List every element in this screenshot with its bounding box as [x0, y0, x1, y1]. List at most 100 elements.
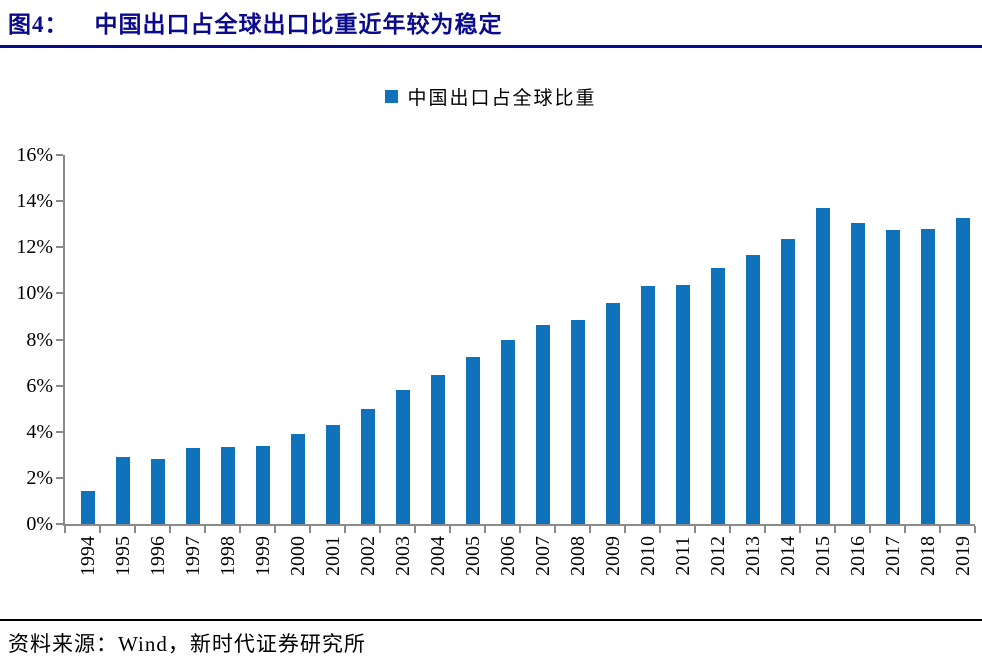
x-tick-cell: 1998: [205, 534, 240, 596]
x-tick-label-2007: 2007: [532, 536, 554, 576]
x-tick-cell: 2016: [835, 534, 870, 596]
x-tick-label-2000: 2000: [287, 536, 309, 576]
bar-2012: [711, 268, 725, 524]
bar-2006: [501, 339, 515, 524]
bar-cell: [625, 155, 660, 524]
bar-cell: [835, 155, 870, 524]
bar-cell: [695, 155, 730, 524]
y-tick-label: 16%: [16, 144, 53, 166]
x-tick-label-1996: 1996: [147, 536, 169, 576]
y-axis-tick: [56, 476, 63, 479]
x-tick-cell: 2012: [695, 534, 730, 596]
y-tick-label: 8%: [26, 328, 53, 351]
x-axis-tick: [64, 526, 66, 533]
x-axis-tick: [869, 526, 871, 533]
legend-label: 中国出口占全球比重: [407, 87, 597, 109]
bar-cell: [905, 155, 940, 524]
figure-title: 图4： 中国出口占全球出口比重近年较为稳定: [8, 5, 503, 39]
bar-cell: [100, 155, 135, 524]
y-tick-label: 6%: [26, 374, 53, 397]
x-tick-cell: 2006: [485, 534, 520, 596]
x-tick-cell: 2001: [310, 534, 345, 596]
x-axis-tick: [274, 526, 276, 533]
bar-1999: [256, 445, 270, 524]
bar-cell: [590, 155, 625, 524]
x-tick-cell: 2017: [870, 534, 905, 596]
x-tick-cell: 2019: [940, 534, 975, 596]
x-tick-label-2004: 2004: [427, 536, 449, 576]
x-tick-cell: 2011: [660, 534, 695, 596]
bar-1995: [116, 457, 130, 524]
y-axis-tick: [56, 292, 63, 295]
bar-2002: [361, 408, 375, 524]
source-note: 资料来源：Wind，新时代证券研究所: [8, 632, 366, 656]
y-tick-label: 12%: [16, 236, 53, 259]
x-tick-label-2010: 2010: [637, 536, 659, 576]
x-axis-tick: [519, 526, 521, 533]
y-axis-tick: [56, 200, 63, 203]
bar-2003: [396, 390, 410, 524]
x-axis-tick: [169, 526, 171, 533]
x-tick-cell: 2000: [275, 534, 310, 596]
bar-cell: [345, 155, 380, 524]
x-tick-cell: 2010: [625, 534, 660, 596]
x-axis-tick: [764, 526, 766, 533]
bar-2013: [746, 255, 760, 524]
bar-cell: [310, 155, 345, 524]
x-tick-label-2003: 2003: [392, 536, 414, 576]
x-axis-tick: [623, 526, 626, 533]
x-tick-label-2013: 2013: [742, 536, 764, 576]
bar-cell: [65, 155, 100, 524]
x-axis-tick: [974, 526, 976, 533]
x-tick-cell: 2009: [590, 534, 625, 596]
x-tick-label-2016: 2016: [847, 536, 869, 576]
footer-divider: [0, 619, 982, 621]
x-axis-tick: [343, 526, 346, 533]
y-tick-label: 0%: [26, 513, 53, 535]
y-tick-label: 10%: [16, 282, 53, 305]
x-tick-cell: 2004: [415, 534, 450, 596]
bar-cell: [940, 155, 975, 524]
bar-2010: [641, 286, 655, 524]
x-tick-cell: 1994: [65, 534, 100, 596]
x-tick-cell: 2007: [520, 534, 555, 596]
chart-legend: 中国出口占全球比重: [0, 86, 982, 109]
x-tick-cell: 2013: [730, 534, 765, 596]
x-tick-label-2018: 2018: [917, 536, 939, 576]
x-tick-cell: 1999: [240, 534, 275, 596]
bar-2019: [956, 218, 970, 524]
x-tick-label-2014: 2014: [777, 536, 799, 576]
x-tick-label-2015: 2015: [812, 536, 834, 576]
y-axis-tick: [56, 430, 63, 433]
bar-cell: [415, 155, 450, 524]
y-axis-tick: [56, 384, 63, 387]
y-axis-tick: [56, 246, 63, 249]
x-axis-tick: [414, 526, 416, 533]
x-axis-tick: [693, 526, 696, 533]
x-axis-tick: [553, 526, 556, 533]
y-axis-tick: [56, 338, 63, 341]
bar-2005: [466, 356, 480, 524]
title-underline: [0, 45, 982, 48]
bar-cell: [555, 155, 590, 524]
plot-area: 1994 1995 1996 1997 1998 1999 2000 2001 2002 2003…: [16, 144, 976, 576]
figure-title-text: 中国出口占全球出口比重近年较为稳定: [94, 12, 503, 37]
y-axis-tick: [56, 523, 63, 525]
x-axis-tick: [378, 526, 381, 533]
bar-cell: [485, 155, 520, 524]
x-axis-tick: [589, 526, 591, 533]
bar-cell: [275, 155, 310, 524]
x-tick-cell: 2008: [555, 534, 590, 596]
x-tick-label-1997: 1997: [182, 536, 204, 576]
bar-2000: [291, 434, 305, 524]
x-axis-tick: [203, 526, 206, 533]
bar-2008: [571, 319, 585, 524]
bar-2018: [921, 228, 935, 524]
x-axis-tick: [834, 526, 836, 533]
x-tick-cell: 1995: [100, 534, 135, 596]
x-axis-tick: [904, 526, 906, 533]
bar-2007: [536, 324, 550, 524]
bar-cell: [765, 155, 800, 524]
x-tick-label-2017: 2017: [882, 536, 904, 576]
